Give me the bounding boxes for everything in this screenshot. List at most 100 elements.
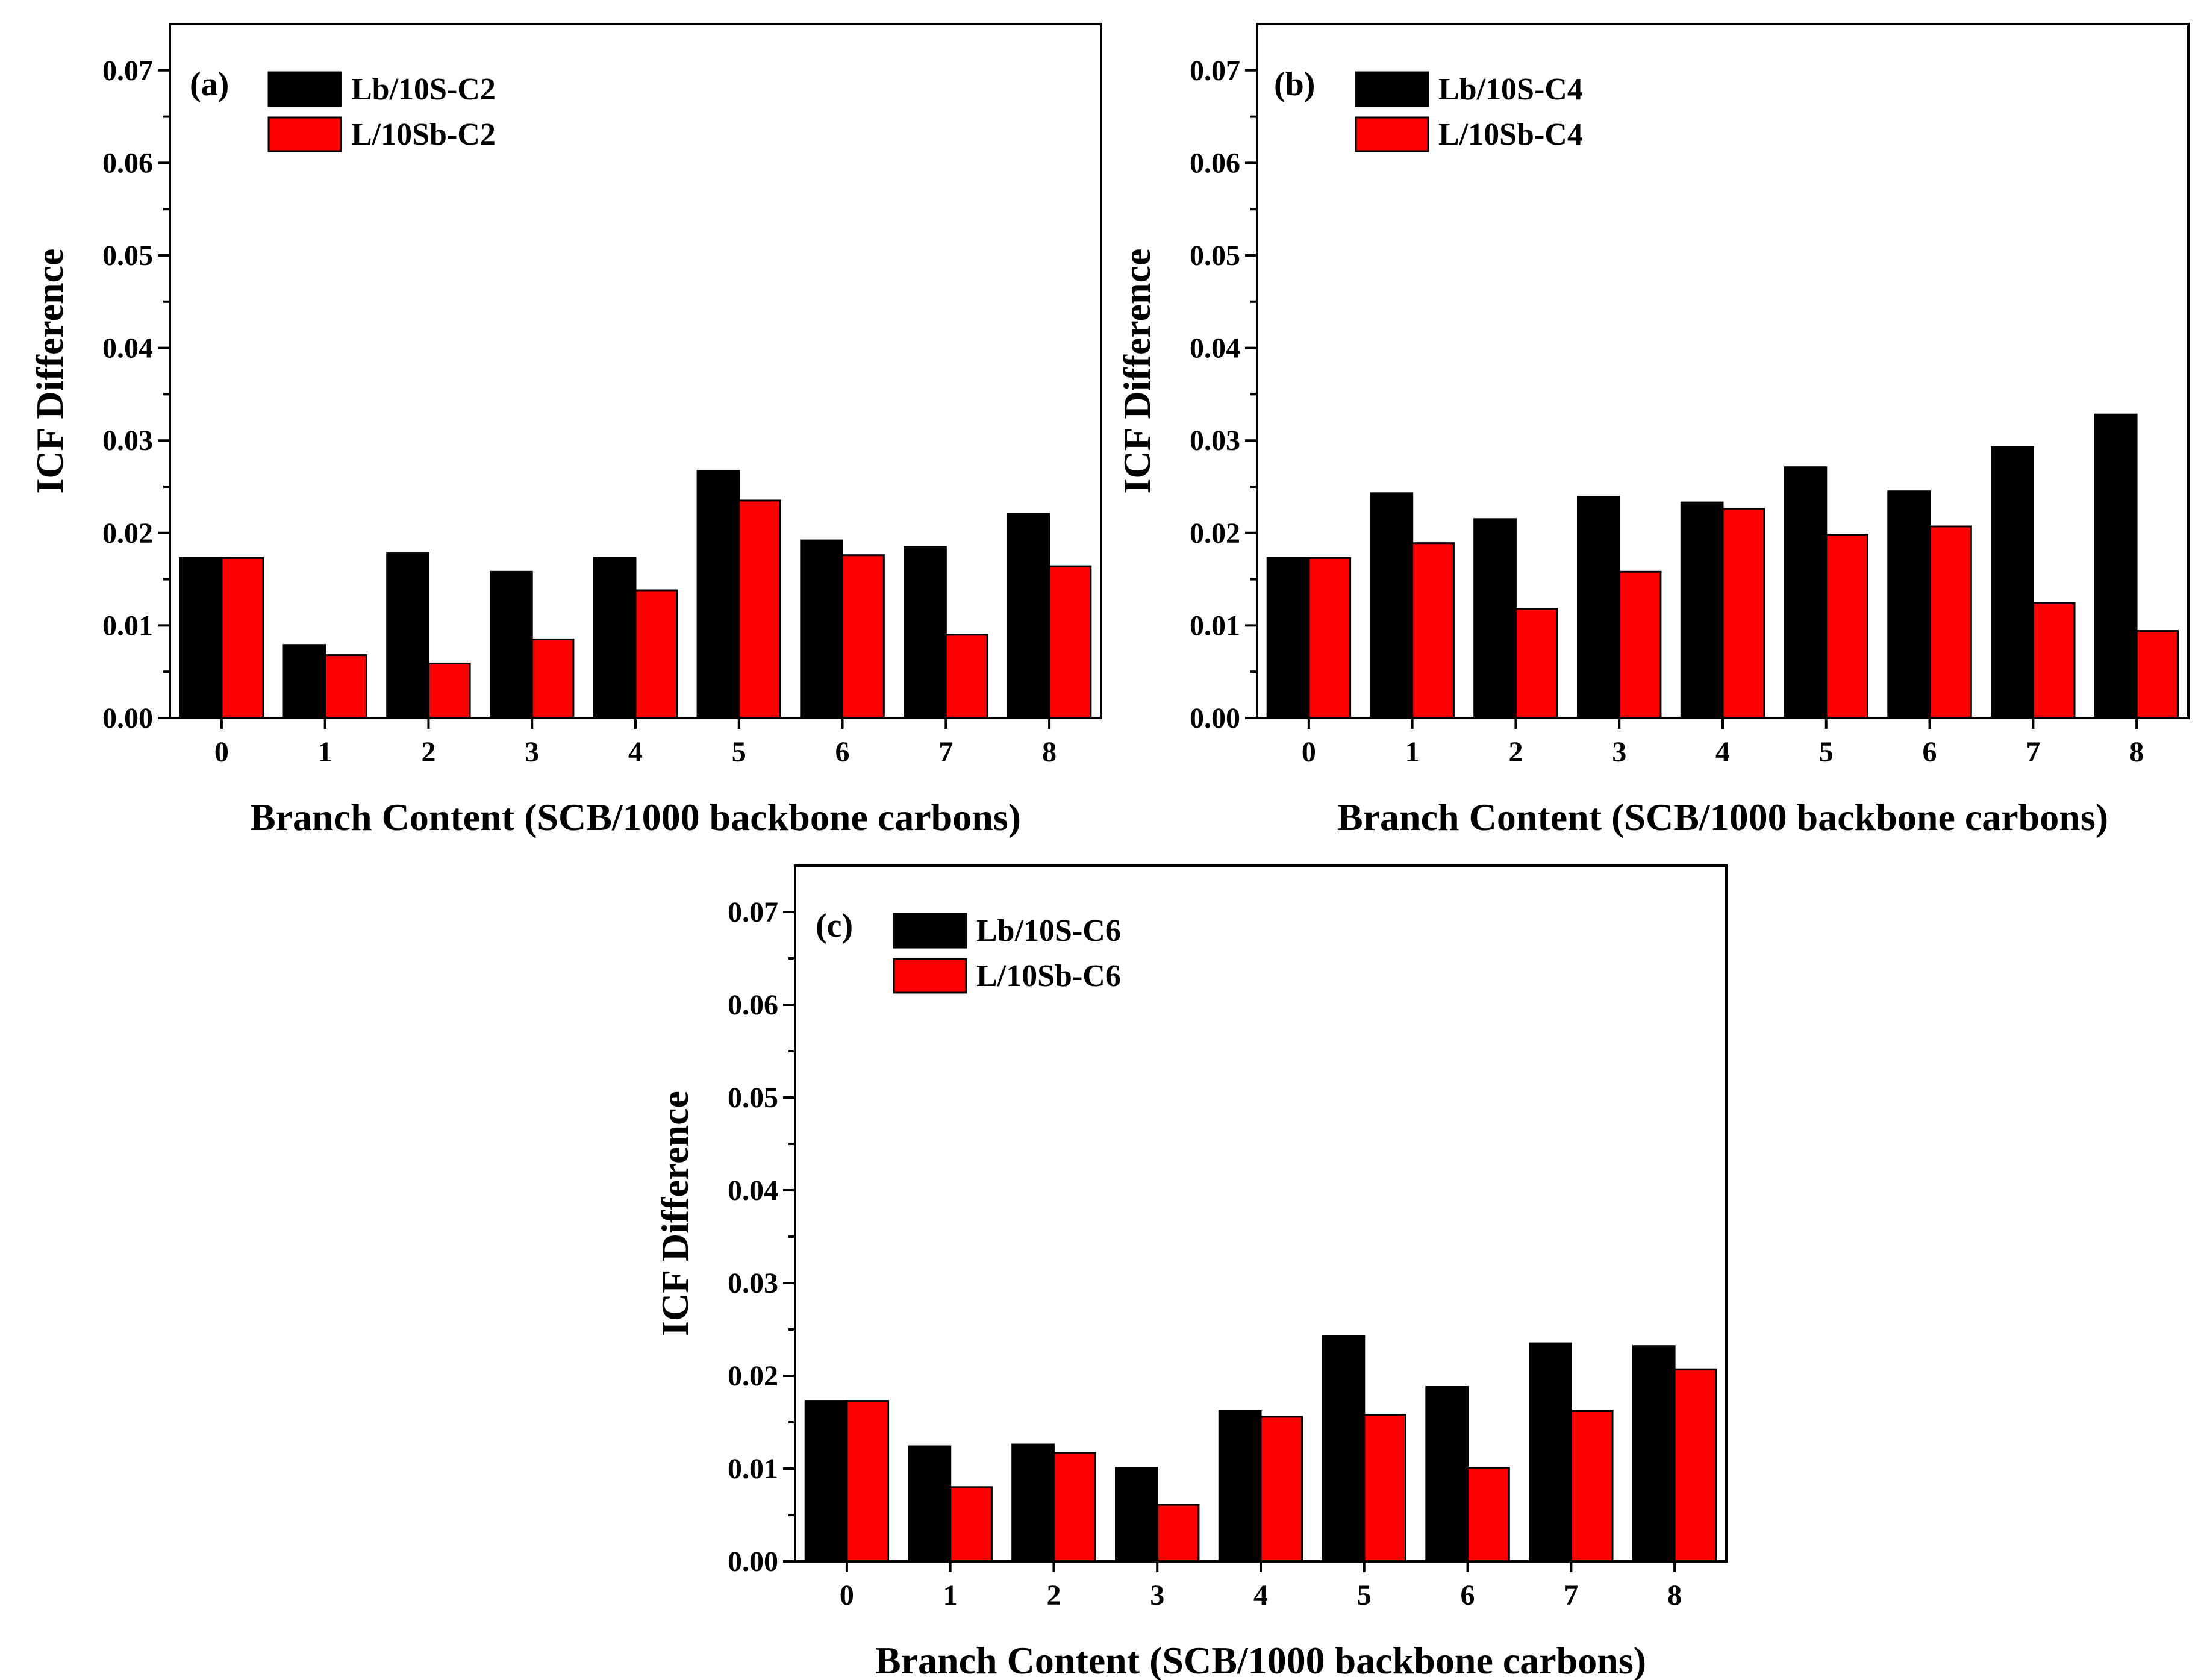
x-axis-title: Branch Content (SCB/1000 backbone carbon… <box>1337 796 2108 838</box>
y-tick-label: 0.07 <box>728 896 778 928</box>
bar-red-7 <box>1570 1410 1614 1563</box>
bar-red-6 <box>841 554 885 719</box>
bar-red-7 <box>2032 602 2076 719</box>
y-tick-label: 0.03 <box>1190 425 1240 457</box>
bar-black-1 <box>1370 492 1414 719</box>
x-tick-label-5: 5 <box>1357 1579 1372 1611</box>
x-tick-label-6: 6 <box>835 736 850 768</box>
bar-black-1 <box>282 644 326 719</box>
y-tick-label: 0.06 <box>102 147 153 179</box>
y-axis-title: ICF Difference <box>654 1091 696 1336</box>
x-tick-label-0: 0 <box>214 736 229 768</box>
bar-black-2 <box>386 552 429 719</box>
legend-label-black: Lb/10S-C2 <box>351 72 496 107</box>
x-axis-title: Branch Content (SCB/1000 backbone carbon… <box>250 796 1021 838</box>
legend-swatch-red <box>267 116 342 152</box>
panel-label: (c) <box>816 907 853 945</box>
y-axis-title: ICF Difference <box>28 249 71 494</box>
bar-black-2 <box>1011 1443 1055 1563</box>
bar-red-4 <box>1260 1416 1303 1563</box>
bar-red-6 <box>1929 525 1972 719</box>
chart-panel-3: 0.00 0.01 0.02 0.03 0.04 0.05 0.06 0.07 0 1 2 3 4 5 6 7… <box>654 864 1728 1680</box>
legend-swatch-black <box>1355 71 1429 107</box>
x-tick-label-3: 3 <box>1150 1579 1164 1611</box>
bar-black-2 <box>1473 518 1517 719</box>
bar-red-0 <box>220 557 264 719</box>
x-tick-label-7: 7 <box>2026 736 2040 768</box>
bar-red-5 <box>1363 1414 1407 1563</box>
x-tick-label-8: 8 <box>1667 1579 1682 1611</box>
bar-red-3 <box>1156 1504 1200 1563</box>
y-tick-label: 0.05 <box>1190 240 1240 272</box>
bar-red-2 <box>1052 1452 1096 1563</box>
x-tick-label-4: 4 <box>1253 1579 1268 1611</box>
legend-label-red: L/10Sb-C2 <box>351 117 496 152</box>
legend-label-red: L/10Sb-C6 <box>976 959 1121 993</box>
x-tick-label-5: 5 <box>1819 736 1834 768</box>
bar-red-1 <box>1411 542 1455 719</box>
x-tick-label-2: 2 <box>421 736 435 768</box>
bar-black-8 <box>2094 413 2138 719</box>
y-tick-label: 0.00 <box>102 702 153 734</box>
y-tick-label: 0.05 <box>102 240 153 272</box>
bar-black-5 <box>1784 466 1828 719</box>
x-tick-label-7: 7 <box>938 736 953 768</box>
bar-red-0 <box>846 1400 890 1563</box>
bar-red-6 <box>1467 1467 1510 1563</box>
chart-panel-1: 0.00 0.01 0.02 0.03 0.04 0.05 0.06 0.07 0 1 2 3 4 5 6 7… <box>28 23 1102 838</box>
bar-black-6 <box>800 539 844 719</box>
y-tick-label: 0.02 <box>102 517 153 549</box>
legend-label-black: Lb/10S-C6 <box>976 914 1121 948</box>
bar-black-8 <box>1632 1345 1676 1563</box>
x-tick-label-6: 6 <box>1461 1579 1475 1611</box>
x-tick-label-5: 5 <box>732 736 746 768</box>
x-tick-label-4: 4 <box>628 736 643 768</box>
y-tick-label: 0.04 <box>102 333 153 364</box>
x-tick-label-8: 8 <box>1042 736 1057 768</box>
x-tick-label-2: 2 <box>1508 736 1523 768</box>
bar-black-8 <box>1007 513 1050 719</box>
bar-black-4 <box>1218 1410 1262 1563</box>
panel-label: (b) <box>1274 66 1315 103</box>
y-tick-label: 0.01 <box>728 1453 778 1485</box>
y-axis-title: ICF Difference <box>1116 249 1158 494</box>
y-tick-label: 0.04 <box>1190 333 1240 364</box>
bar-red-5 <box>1825 534 1869 719</box>
bar-black-0 <box>804 1400 848 1563</box>
y-tick-label: 0.06 <box>728 989 778 1021</box>
y-tick-label: 0.01 <box>102 610 153 642</box>
bar-black-4 <box>1680 501 1724 719</box>
x-tick-label-8: 8 <box>2129 736 2144 768</box>
bar-red-8 <box>1673 1368 1717 1563</box>
bar-black-3 <box>1115 1467 1158 1563</box>
bar-black-3 <box>1577 496 1620 719</box>
x-tick-label-1: 1 <box>943 1579 958 1611</box>
bar-black-4 <box>593 557 637 719</box>
y-tick-label: 0.00 <box>1190 702 1240 734</box>
bar-black-7 <box>1991 446 2034 719</box>
y-tick-label: 0.07 <box>102 55 153 87</box>
y-tick-label: 0.02 <box>1190 517 1240 549</box>
y-tick-label: 0.05 <box>728 1082 778 1114</box>
legend-label-red: L/10Sb-C4 <box>1438 117 1583 152</box>
x-axis-title: Branch Content (SCB/1000 backbone carbon… <box>875 1639 1646 1680</box>
legend-swatch-black <box>893 913 967 949</box>
bar-red-5 <box>738 499 782 719</box>
x-tick-label-0: 0 <box>840 1579 854 1611</box>
bar-red-4 <box>634 589 678 719</box>
bar-black-6 <box>1425 1386 1469 1563</box>
y-tick-label: 0.03 <box>728 1267 778 1299</box>
panel-label: (a) <box>190 66 229 103</box>
y-tick-label: 0.00 <box>728 1546 778 1578</box>
legend-swatch-red <box>1355 116 1429 152</box>
y-tick-label: 0.03 <box>102 425 153 457</box>
y-tick-label: 0.02 <box>728 1360 778 1392</box>
chart-panel-2: 0.00 0.01 0.02 0.03 0.04 0.05 0.06 0.07 0 1 2 3 4 5 6 7… <box>1116 23 2190 838</box>
bar-red-2 <box>1514 608 1558 719</box>
x-tick-label-4: 4 <box>1715 736 1730 768</box>
bar-black-5 <box>1322 1335 1366 1563</box>
y-tick-label: 0.07 <box>1190 55 1240 87</box>
x-tick-label-6: 6 <box>1923 736 1937 768</box>
y-tick-label: 0.06 <box>1190 147 1240 179</box>
